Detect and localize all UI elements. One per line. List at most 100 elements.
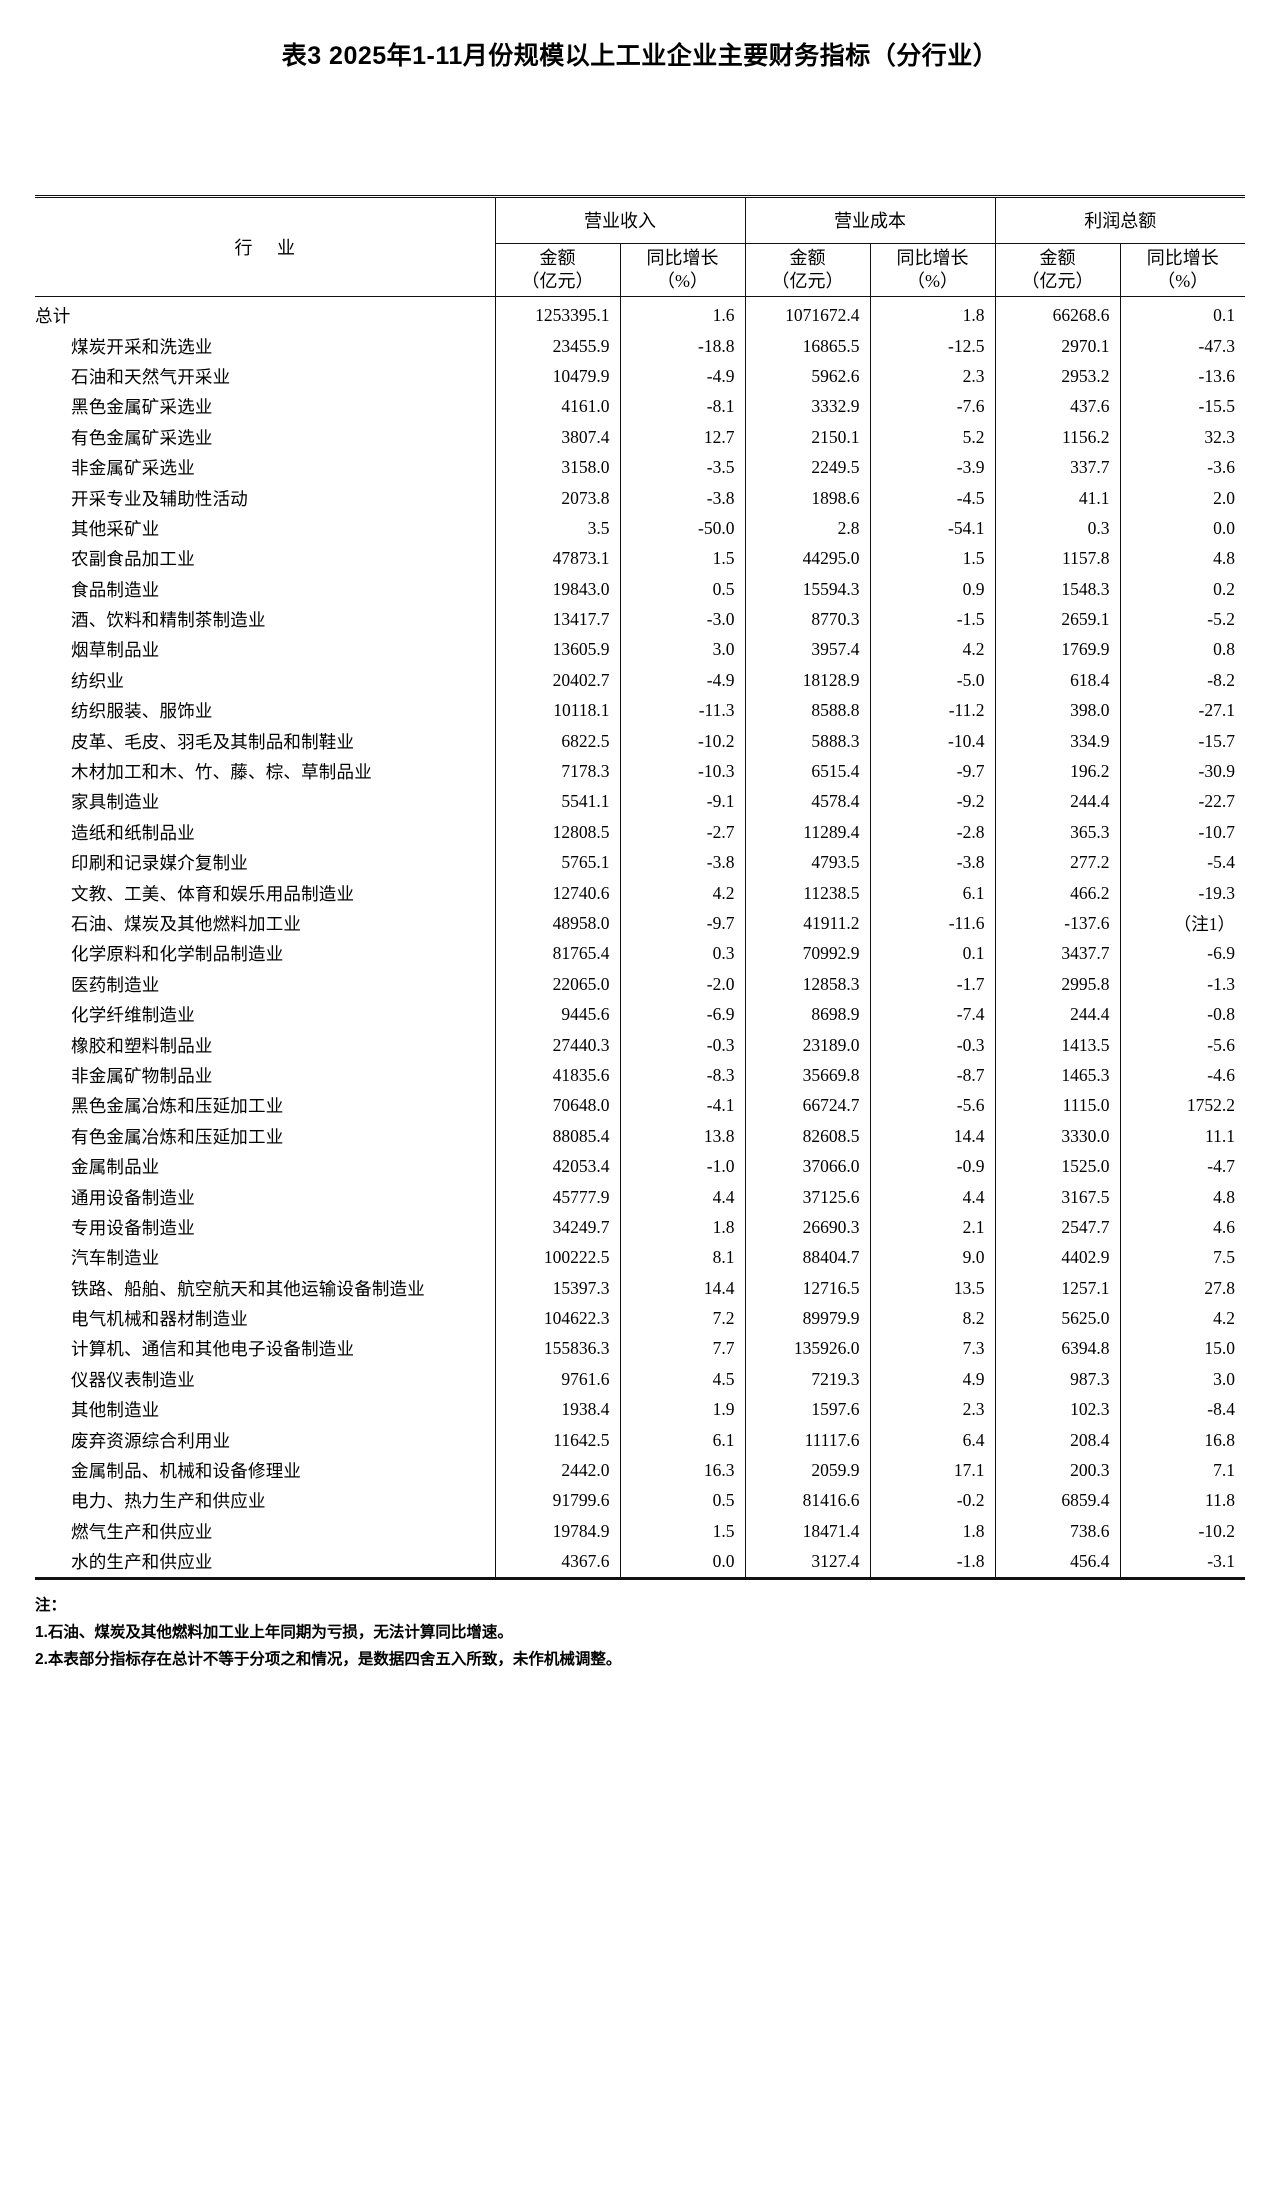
row-cost-amount: 11238.5: [744, 877, 870, 909]
header-revenue-growth-l1: 同比增长: [646, 248, 719, 269]
row-cost-growth: 9.0: [869, 1242, 995, 1273]
table-row: 计算机、通信和其他电子设备制造业 155836.3 7.7 135926.0 7.3 63…: [35, 1333, 1245, 1365]
row-revenue-growth: 4.2: [619, 877, 745, 909]
table-row: 汽车制造业 100222.5 8.1 88404.7 9.0 4402.9 7.5: [35, 1242, 1245, 1273]
row-profit-growth: -27.1: [1119, 695, 1245, 726]
header-revenue-growth-l2: （%）: [657, 270, 708, 291]
row-cost-growth: 6.1: [869, 877, 995, 909]
notes-heading: 注：: [35, 1596, 67, 1614]
header-profit-growth-l2: （%）: [1157, 270, 1209, 291]
row-revenue-amount: 20402.7: [494, 665, 620, 696]
row-industry-name: 家具制造业: [71, 792, 160, 813]
row-cost-growth: -5.6: [869, 1090, 995, 1122]
row-cost-growth: -10.4: [869, 725, 995, 757]
row-industry-name: 燃气生产和供应业: [71, 1521, 213, 1542]
row-profit-amount: 277.2: [994, 847, 1120, 878]
table-row: 电力、热力生产和供应业 91799.6 0.5 81416.6 -0.2 6859.4 11…: [35, 1485, 1245, 1517]
row-cost-growth: -7.6: [869, 391, 995, 423]
row-industry-name: 总计: [35, 306, 71, 327]
row-profit-growth: -8.4: [1119, 1394, 1245, 1425]
row-profit-amount: 1525.0: [994, 1151, 1120, 1182]
table-row: 纺织业 20402.7 -4.9 18128.9 -5.0 618.4 -8.2: [35, 665, 1245, 696]
row-profit-growth: 0.8: [1119, 634, 1245, 666]
table-row: 燃气生产和供应业 19784.9 1.5 18471.4 1.8 738.6 -10.2: [35, 1516, 1245, 1547]
table-row: 木材加工和木、竹、藤、棕、草制品业 7178.3 -10.3 6515.4 -9.7 19…: [35, 756, 1245, 787]
header-bottom-rule: [35, 295, 1245, 297]
row-profit-growth: 4.6: [1119, 1212, 1245, 1243]
table-row: 金属制品业 42053.4 -1.0 37066.0 -0.9 1525.0 -4.7: [35, 1151, 1245, 1182]
row-cost-amount: 41911.2: [744, 908, 870, 939]
row-profit-amount: 200.3: [994, 1455, 1120, 1486]
note-item-2: 2.本表部分指标存在总计不等于分项之和情况，是数据四舍五入所致，未作机械调整。: [35, 1651, 622, 1669]
row-cost-amount: 3127.4: [744, 1546, 870, 1578]
row-profit-growth: -19.3: [1119, 877, 1245, 909]
table-row: 印刷和记录媒介复制业 5765.1 -3.8 4793.5 -3.8 277.2 -5.4: [35, 847, 1245, 878]
row-cost-growth: -1.7: [869, 969, 995, 1000]
row-revenue-growth: -1.0: [619, 1151, 745, 1182]
row-profit-growth: -0.8: [1119, 999, 1245, 1030]
row-cost-amount: 8698.9: [744, 999, 870, 1030]
row-profit-amount: 1769.9: [994, 634, 1120, 666]
row-revenue-amount: 19843.0: [494, 574, 620, 605]
row-industry-name: 黑色金属冶炼和压延加工业: [71, 1096, 284, 1117]
row-revenue-growth: 3.0: [619, 634, 745, 666]
row-revenue-growth: -4.9: [619, 665, 745, 696]
header-cost-growth-l2: （%）: [907, 270, 958, 291]
row-cost-growth: -5.0: [869, 665, 995, 696]
row-revenue-amount: 27440.3: [494, 1029, 620, 1061]
table-row: 非金属矿采选业 3158.0 -3.5 2249.5 -3.9 337.7 -3.6: [35, 452, 1245, 483]
row-profit-amount: 3167.5: [994, 1181, 1120, 1213]
row-cost-amount: 11117.6: [744, 1424, 870, 1456]
row-industry-name: 酒、饮料和精制茶制造业: [71, 610, 266, 631]
row-cost-amount: 18471.4: [744, 1516, 870, 1547]
row-profit-amount: 1157.8: [994, 543, 1120, 575]
row-profit-amount: 196.2: [994, 756, 1120, 787]
row-cost-growth: -9.7: [869, 756, 995, 787]
header-group-revenue: 营业收入: [494, 197, 745, 244]
row-profit-amount: 2995.8: [994, 969, 1120, 1000]
row-cost-amount: 12716.5: [744, 1273, 870, 1304]
row-cost-amount: 12858.3: [744, 969, 870, 1000]
row-revenue-amount: 45777.9: [494, 1181, 620, 1213]
row-profit-growth: -22.7: [1119, 786, 1245, 818]
row-cost-amount: 3957.4: [744, 634, 870, 666]
row-revenue-amount: 4367.6: [494, 1546, 620, 1578]
row-cost-growth: 17.1: [869, 1455, 995, 1486]
row-revenue-amount: 11642.5: [494, 1424, 620, 1456]
row-cost-amount: 81416.6: [744, 1485, 870, 1517]
row-industry-name: 食品制造业: [71, 579, 160, 600]
row-profit-amount: 738.6: [994, 1516, 1120, 1547]
row-revenue-amount: 12808.5: [494, 817, 620, 848]
table-row: 非金属矿物制品业 41835.6 -8.3 35669.8 -8.7 1465.3 -4.6: [35, 1060, 1245, 1091]
row-cost-growth: -8.7: [869, 1060, 995, 1091]
row-revenue-growth: 0.5: [619, 574, 745, 605]
row-industry-name: 皮革、毛皮、羽毛及其制品和制鞋业: [71, 731, 355, 752]
row-cost-amount: 35669.8: [744, 1060, 870, 1091]
row-cost-amount: 11289.4: [744, 817, 870, 848]
row-cost-amount: 18128.9: [744, 665, 870, 696]
table-row: 橡胶和塑料制品业 27440.3 -0.3 23189.0 -0.3 1413.5 -5.6: [35, 1029, 1245, 1061]
row-profit-growth: -4.7: [1119, 1151, 1245, 1182]
row-profit-growth: -5.4: [1119, 847, 1245, 878]
header-group-row: 行 业 营业收入 营业成本 利润总额: [35, 197, 1245, 258]
row-industry-name: 水的生产和供应业: [71, 1552, 213, 1573]
row-profit-growth: 27.8: [1119, 1273, 1245, 1304]
row-revenue-growth: -3.0: [619, 604, 745, 635]
row-industry-name: 医药制造业: [71, 974, 160, 995]
row-profit-amount: 618.4: [994, 665, 1120, 696]
row-revenue-growth: 14.4: [619, 1273, 745, 1304]
row-profit-amount: 66268.6: [994, 296, 1120, 331]
row-industry-name: 化学纤维制造业: [71, 1005, 195, 1026]
row-industry-name: 通用设备制造业: [71, 1187, 195, 1208]
row-profit-amount: 337.7: [994, 452, 1120, 483]
row-revenue-growth: -3.5: [619, 452, 745, 483]
row-profit-growth: -13.6: [1119, 361, 1245, 392]
row-revenue-amount: 7178.3: [494, 756, 620, 787]
row-profit-amount: 365.3: [994, 817, 1120, 848]
row-profit-growth: -30.9: [1119, 756, 1245, 787]
table-row: 水的生产和供应业 4367.6 0.0 3127.4 -1.8 456.4 -3.1: [35, 1546, 1245, 1578]
header-profit-growth: 同比增长 （%）: [1119, 243, 1245, 296]
row-industry-name: 造纸和纸制品业: [71, 822, 195, 843]
table-body: 总计 1253395.1 1.6 1071672.4 1.8 66268.6 0.1 煤炭开采…: [35, 296, 1245, 1578]
